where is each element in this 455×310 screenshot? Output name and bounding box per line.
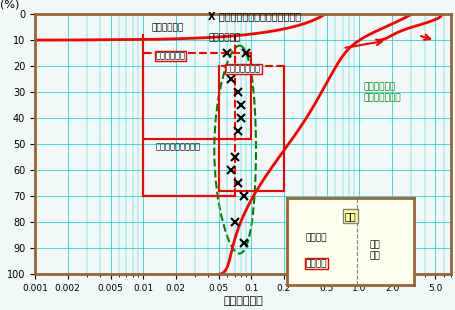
Text: X 印某半導体メーカーの瞬低記録: X 印某半導体メーカーの瞬低記録 [208,12,301,22]
Text: 凡例: 凡例 [344,211,356,221]
Text: マグネットスイッチ: マグネットスイッチ [156,143,201,152]
Text: 影響なし: 影響なし [306,233,327,242]
Text: 可変速モータ: 可変速モータ [156,52,186,61]
Text: 高圧放電ランプ: 高圧放電ランプ [226,64,261,73]
Y-axis label: (%): (%) [0,0,20,9]
Text: コンピュータ: コンピュータ [152,23,184,32]
Text: 瞬低多発領域: 瞬低多発領域 [208,33,241,42]
Text: コンデンサの
容量増で対応可: コンデンサの 容量増で対応可 [364,83,402,102]
Text: 適用
領域: 適用 領域 [369,241,380,260]
X-axis label: 時　間（秒）: 時 間（秒） [223,296,263,306]
Text: 影響あり: 影響あり [306,259,327,268]
